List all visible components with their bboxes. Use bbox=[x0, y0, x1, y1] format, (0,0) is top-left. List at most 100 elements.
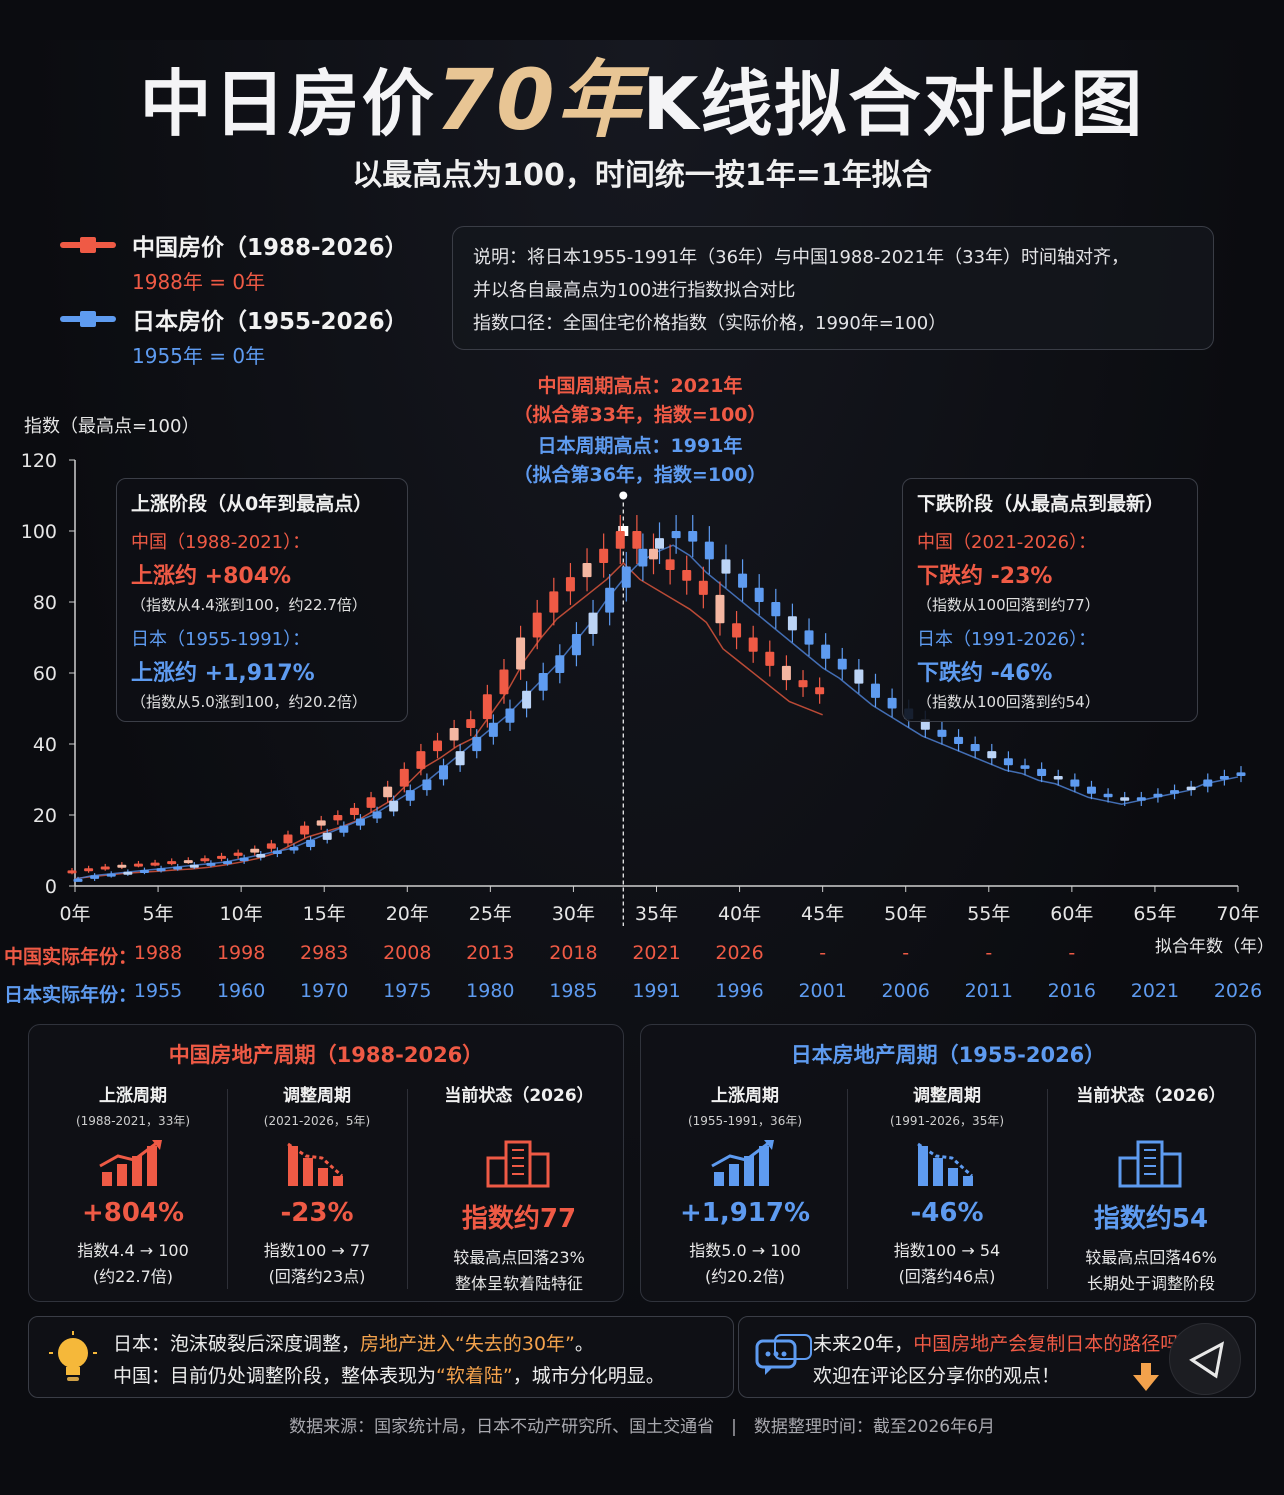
china-candle bbox=[183, 860, 193, 864]
column-subtitle: (1955-1991，36年) bbox=[687, 1114, 803, 1128]
china-candle bbox=[233, 852, 243, 856]
year-cell: 2026 bbox=[1213, 980, 1263, 1002]
column-value: +1,917% bbox=[679, 1198, 811, 1228]
japan-candle bbox=[206, 862, 216, 866]
column-title: 调整周期 bbox=[913, 1086, 981, 1106]
japan-candle bbox=[123, 871, 133, 875]
year-cell: 1980 bbox=[466, 980, 515, 1002]
japan-candle bbox=[1037, 768, 1047, 776]
x-tick-label: 20年 bbox=[386, 903, 429, 925]
down-arrow-icon bbox=[1133, 1363, 1159, 1391]
japan-candle bbox=[106, 873, 116, 877]
falling-bars-icon bbox=[287, 1142, 344, 1186]
column-subtitle bbox=[1051, 1112, 1251, 1128]
japan-candle bbox=[1070, 779, 1080, 787]
year-cell: - bbox=[902, 942, 910, 964]
japan-candle bbox=[1203, 779, 1213, 787]
insight-box: 日本：泡沫破裂后深度调整，房地产进入“失去的30年”。 中国：目前仍处调整阶段，… bbox=[28, 1316, 734, 1398]
fall-heading: 下跌阶段（从最高点到最新） bbox=[917, 493, 1165, 515]
column-value: -23% bbox=[280, 1198, 354, 1228]
china-candle bbox=[399, 768, 409, 787]
lightbulb-icon bbox=[49, 1331, 97, 1381]
japan-candle bbox=[1103, 793, 1113, 798]
year-cell: 1996 bbox=[715, 980, 764, 1002]
japan-candle bbox=[1053, 775, 1063, 780]
y-tick-label: 60 bbox=[33, 663, 57, 685]
china-candle bbox=[765, 651, 775, 666]
japan-candle bbox=[704, 541, 714, 560]
china-candle bbox=[349, 807, 359, 815]
japan-adjust-column: 调整周期 (1991-2026，35年) -46% 指数100 → 54 (回落约… bbox=[857, 1081, 1037, 1290]
peak-japan-line2: （拟合第36年，指数=100） bbox=[513, 464, 767, 486]
legend-item-china: 中国房价（1988-2026） 1988年 = 0年 bbox=[58, 228, 418, 302]
japan-candle bbox=[156, 868, 166, 872]
year-cell: 1988 bbox=[133, 942, 183, 964]
share-icon bbox=[1189, 1341, 1225, 1379]
japan-candle bbox=[738, 573, 748, 588]
china-candle bbox=[615, 531, 625, 549]
column-title: 当前状态（2026） bbox=[444, 1086, 594, 1106]
china-candle bbox=[316, 820, 326, 826]
column-detail: 指数100 → 77 (回落约23点) bbox=[263, 1241, 371, 1286]
column-detail: 指数5.0 → 100 (约20.2倍) bbox=[689, 1241, 801, 1286]
china-candle bbox=[416, 751, 426, 769]
year-cell: 2021 bbox=[1130, 980, 1180, 1002]
year-cell: 1998 bbox=[216, 942, 266, 964]
legend-sub-japan: 1955年 = 0年 bbox=[132, 344, 266, 368]
x-tick-label: 60年 bbox=[1050, 903, 1093, 925]
divider bbox=[1047, 1089, 1048, 1289]
x-tick-label: 70年 bbox=[1216, 903, 1259, 925]
china-candle bbox=[682, 570, 692, 581]
column-subtitle: (2021-2026，5年) bbox=[263, 1114, 371, 1128]
japan-candle bbox=[256, 854, 266, 858]
china-year-row-label: 中国实际年份： bbox=[4, 946, 138, 968]
china-candle bbox=[565, 577, 575, 592]
y-tick-label: 80 bbox=[33, 592, 57, 614]
rise-japan-detail: （指数从5.0涨到100，约20.2倍） bbox=[131, 693, 367, 711]
column-value: +804% bbox=[81, 1198, 185, 1228]
china-candle bbox=[217, 855, 227, 859]
china-candle bbox=[815, 687, 825, 695]
japan-candle bbox=[1003, 758, 1013, 766]
y-tick-label: 0 bbox=[45, 876, 57, 898]
column-title: 调整周期 bbox=[283, 1086, 351, 1106]
y-tick-label: 120 bbox=[21, 450, 57, 472]
japan-candle bbox=[339, 825, 349, 833]
legend-name-japan: 日本房价（1955-2026） bbox=[132, 309, 408, 335]
japan-candle bbox=[488, 722, 498, 737]
share-button[interactable] bbox=[1169, 1323, 1241, 1395]
fall-japan-value: 下跌约 -46% bbox=[917, 661, 1053, 686]
x-tick-label: 30年 bbox=[552, 903, 595, 925]
japan-candle bbox=[355, 818, 365, 826]
buildings-icon bbox=[486, 1140, 550, 1188]
japan-candle bbox=[1120, 797, 1130, 801]
china-candle bbox=[732, 623, 742, 638]
x-tick-label: 40年 bbox=[718, 903, 761, 925]
y-tick-label: 100 bbox=[21, 521, 57, 543]
divider bbox=[227, 1089, 228, 1289]
x-tick-label: 55年 bbox=[967, 903, 1010, 925]
note-box: 说明：将日本1955-1991年（36年）与中国1988-2021年（33年）时… bbox=[452, 226, 1214, 350]
japan-year-row: 日本实际年份： 1955 1960 1970 1975 1980 1985 1991 1996… bbox=[0, 980, 1284, 1006]
y-tick-label: 20 bbox=[33, 805, 57, 827]
china-candle bbox=[433, 740, 443, 752]
peak-china-line1: 中国周期高点：2021年 bbox=[537, 375, 743, 397]
x-tick-label: 25年 bbox=[469, 903, 512, 925]
question-box: 未来20年，中国房地产会复制日本的路径吗？ 欢迎在评论区分享你的观点！ bbox=[738, 1316, 1256, 1398]
japan-candle bbox=[405, 790, 415, 801]
rise-china-label: 中国（1988-2021）： bbox=[131, 532, 311, 553]
japan-candle bbox=[389, 800, 399, 812]
question-line-2: 欢迎在评论区分享你的观点！ bbox=[813, 1365, 1061, 1387]
japan-rise-column: 上涨周期 (1955-1991，36年) +1,917% 指数5.0 → 100… bbox=[655, 1081, 835, 1290]
note-line-2: 并以各自最高点为100进行指数拟合对比 bbox=[473, 280, 796, 301]
question-line-1: 未来20年，中国房地产会复制日本的路径吗？ bbox=[813, 1333, 1199, 1355]
japan-candle bbox=[571, 633, 581, 656]
japan-candle bbox=[854, 669, 864, 684]
japan-candle bbox=[1086, 786, 1096, 794]
china-candle bbox=[167, 861, 177, 865]
year-cell: 2016 bbox=[1047, 980, 1097, 1002]
candlestick-chart: 0 20 40 60 80 100 120 0年 5年 10年 15年 20年 25年 30年 35年 40年… bbox=[21, 450, 1274, 957]
japan-candle bbox=[289, 846, 299, 851]
column-detail: 指数4.4 → 100 (约22.7倍) bbox=[77, 1241, 189, 1286]
japan-candle bbox=[671, 531, 681, 539]
